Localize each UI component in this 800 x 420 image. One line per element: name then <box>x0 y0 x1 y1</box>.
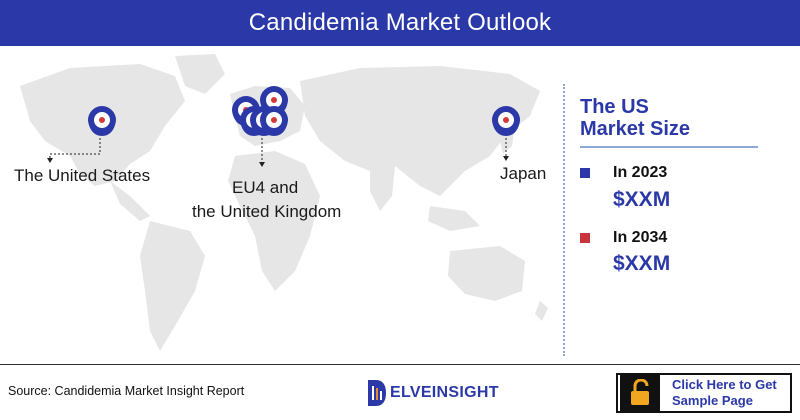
eu-label-line2: the United Kingdom <box>192 202 342 221</box>
logo-d-icon <box>368 380 386 406</box>
year-row-2034: In 2034 <box>580 229 667 247</box>
cta-line1: Click Here to Get <box>672 377 777 392</box>
pin-connectors <box>49 138 507 164</box>
page-header: Candidemia Market Outlook <box>0 0 800 46</box>
australia-shape <box>448 246 525 301</box>
panel-title-line1: The US <box>580 96 649 118</box>
us-label: The United States <box>14 166 151 185</box>
footer-rule <box>0 364 800 365</box>
japan-label: Japan <box>500 164 547 183</box>
page-title: Candidemia Market Outlook <box>248 9 552 36</box>
panel-rule <box>580 146 758 148</box>
eu-label-line1: EU4 and <box>232 178 299 197</box>
source-text: Source: Candidemia Market Insight Report <box>8 384 245 398</box>
value-2023: $XXM <box>613 188 671 211</box>
panel-divider <box>563 84 565 356</box>
asia-shape <box>300 66 540 196</box>
padlock-icon <box>620 375 660 411</box>
panel-title-line2: Market Size <box>580 118 691 140</box>
us-map-pin-icon <box>88 106 116 136</box>
year-label-2023: In 2023 <box>613 164 668 181</box>
blue-square-icon <box>580 168 590 178</box>
south-america-shape <box>140 221 205 351</box>
africa-shape <box>228 151 320 291</box>
india-shape <box>370 166 395 211</box>
greenland-shape <box>175 54 225 94</box>
sample-page-button[interactable]: Click Here to Get Sample Page <box>616 373 792 413</box>
eu-map-pins-icon <box>232 86 288 136</box>
cta-line2: Sample Page <box>672 393 753 408</box>
central-america-shape <box>110 181 150 221</box>
red-square-icon <box>580 233 590 243</box>
world-map <box>20 54 548 351</box>
southeast-asia-shape <box>428 206 480 231</box>
value-2034: $XXM <box>613 252 671 275</box>
cta-text: Click Here to Get Sample Page <box>672 377 777 409</box>
japan-map-pin-icon <box>492 106 520 136</box>
new-zealand-shape <box>535 301 548 321</box>
year-label-2034: In 2034 <box>613 229 668 246</box>
logo-text: ELVEINSIGHT <box>390 384 499 401</box>
market-size-panel: The US Market Size <box>580 96 780 140</box>
delveinsight-logo: ELVEINSIGHT <box>366 378 499 408</box>
year-row-2023: In 2023 <box>580 164 667 182</box>
